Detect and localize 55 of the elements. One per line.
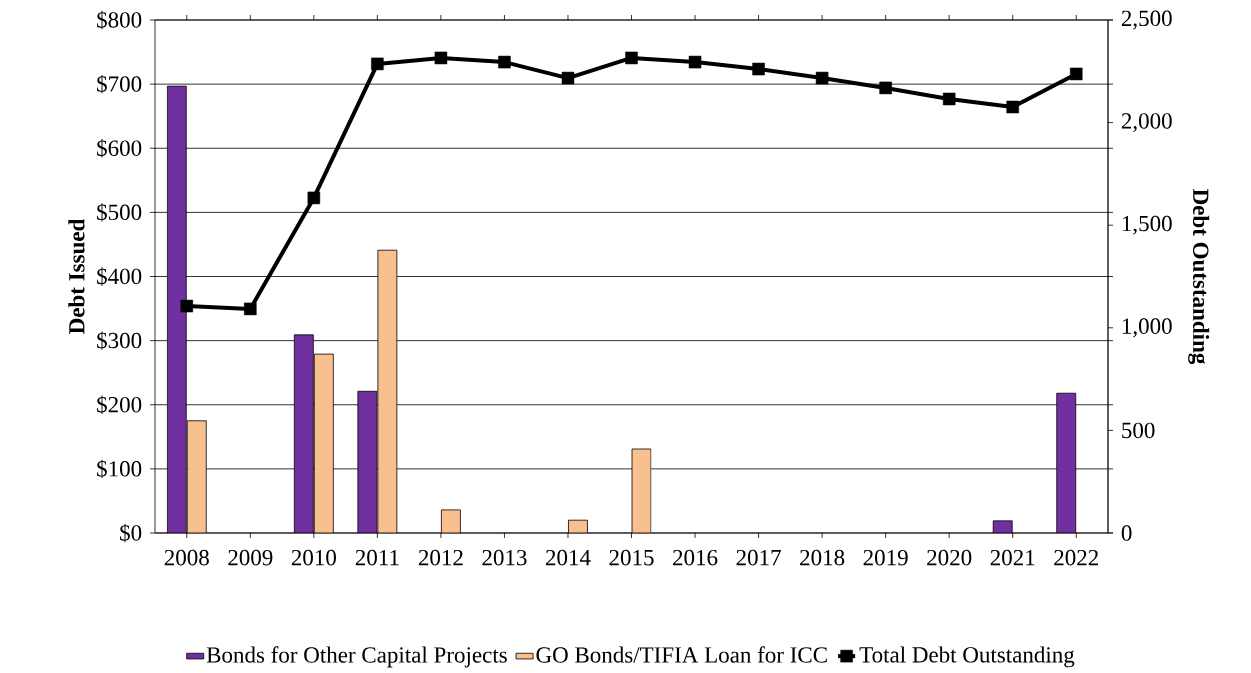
y2-tick-label: 2,000 (1121, 113, 1172, 133)
y2-tick-label: 0 (1121, 525, 1132, 541)
y2-axis-title: Debt Outstanding (1188, 189, 1210, 365)
x-tick-label: 2016 (673, 549, 718, 566)
y-tick-label: $200 (97, 395, 142, 414)
x-tick-label: 2010 (291, 549, 336, 566)
y-tick-label: $500 (97, 203, 142, 222)
bar (166, 85, 187, 533)
point (371, 57, 384, 71)
x-tick-label: 2014 (545, 549, 591, 566)
point (498, 55, 511, 69)
legend-label: Bonds for Other Capital Projects (206, 646, 507, 668)
bar (293, 334, 314, 533)
x-tick-label: 2015 (609, 549, 654, 566)
y-tick-label: $800 (97, 10, 142, 30)
y2-tick-label: 2,500 (1121, 10, 1172, 30)
y2-tick-label: 500 (1122, 422, 1155, 439)
x-tick-label: 2008 (164, 549, 209, 566)
y2-tick-label: 1,500 (1122, 215, 1172, 235)
x-tick-label: 2021 (990, 549, 1035, 566)
x-tick-label: 2009 (228, 549, 273, 566)
x-tick-label: 2012 (418, 549, 463, 566)
point (1069, 67, 1083, 81)
x-tick-label: 2018 (800, 549, 845, 566)
point (752, 62, 765, 76)
point (688, 55, 702, 69)
legend-label: GO Bonds/TIFIA Loan for ICC (536, 646, 827, 663)
bar (313, 353, 334, 533)
point (561, 71, 575, 85)
y2-tick-label: 1,000 (1122, 318, 1172, 338)
y-tick-label: $100 (97, 459, 142, 479)
point (244, 302, 257, 316)
y-tick-label: $400 (97, 267, 142, 286)
x-tick-label: 2013 (482, 549, 527, 566)
y-tick-label: $700 (97, 74, 142, 94)
y-tick-label: $300 (97, 331, 142, 350)
bar (186, 420, 207, 533)
y-axis-title: Debt Issued (68, 218, 85, 334)
point (625, 51, 638, 65)
x-tick-label: 2017 (736, 549, 781, 566)
legend-label: Total Debt Outstanding (859, 646, 1075, 668)
point (434, 51, 448, 65)
y-tick-label: $600 (97, 139, 142, 158)
x-tick-label: 2022 (1054, 549, 1098, 566)
x-tick-label: 2020 (927, 549, 972, 566)
bar (1056, 392, 1077, 533)
point (1006, 100, 1019, 114)
y-tick-label: $0 (120, 523, 142, 543)
point (942, 92, 956, 106)
point (879, 81, 892, 95)
point (815, 71, 829, 85)
point (180, 299, 194, 313)
x-tick-label: 2011 (355, 549, 399, 566)
x-tick-label: 2019 (863, 549, 908, 566)
point (307, 191, 321, 205)
